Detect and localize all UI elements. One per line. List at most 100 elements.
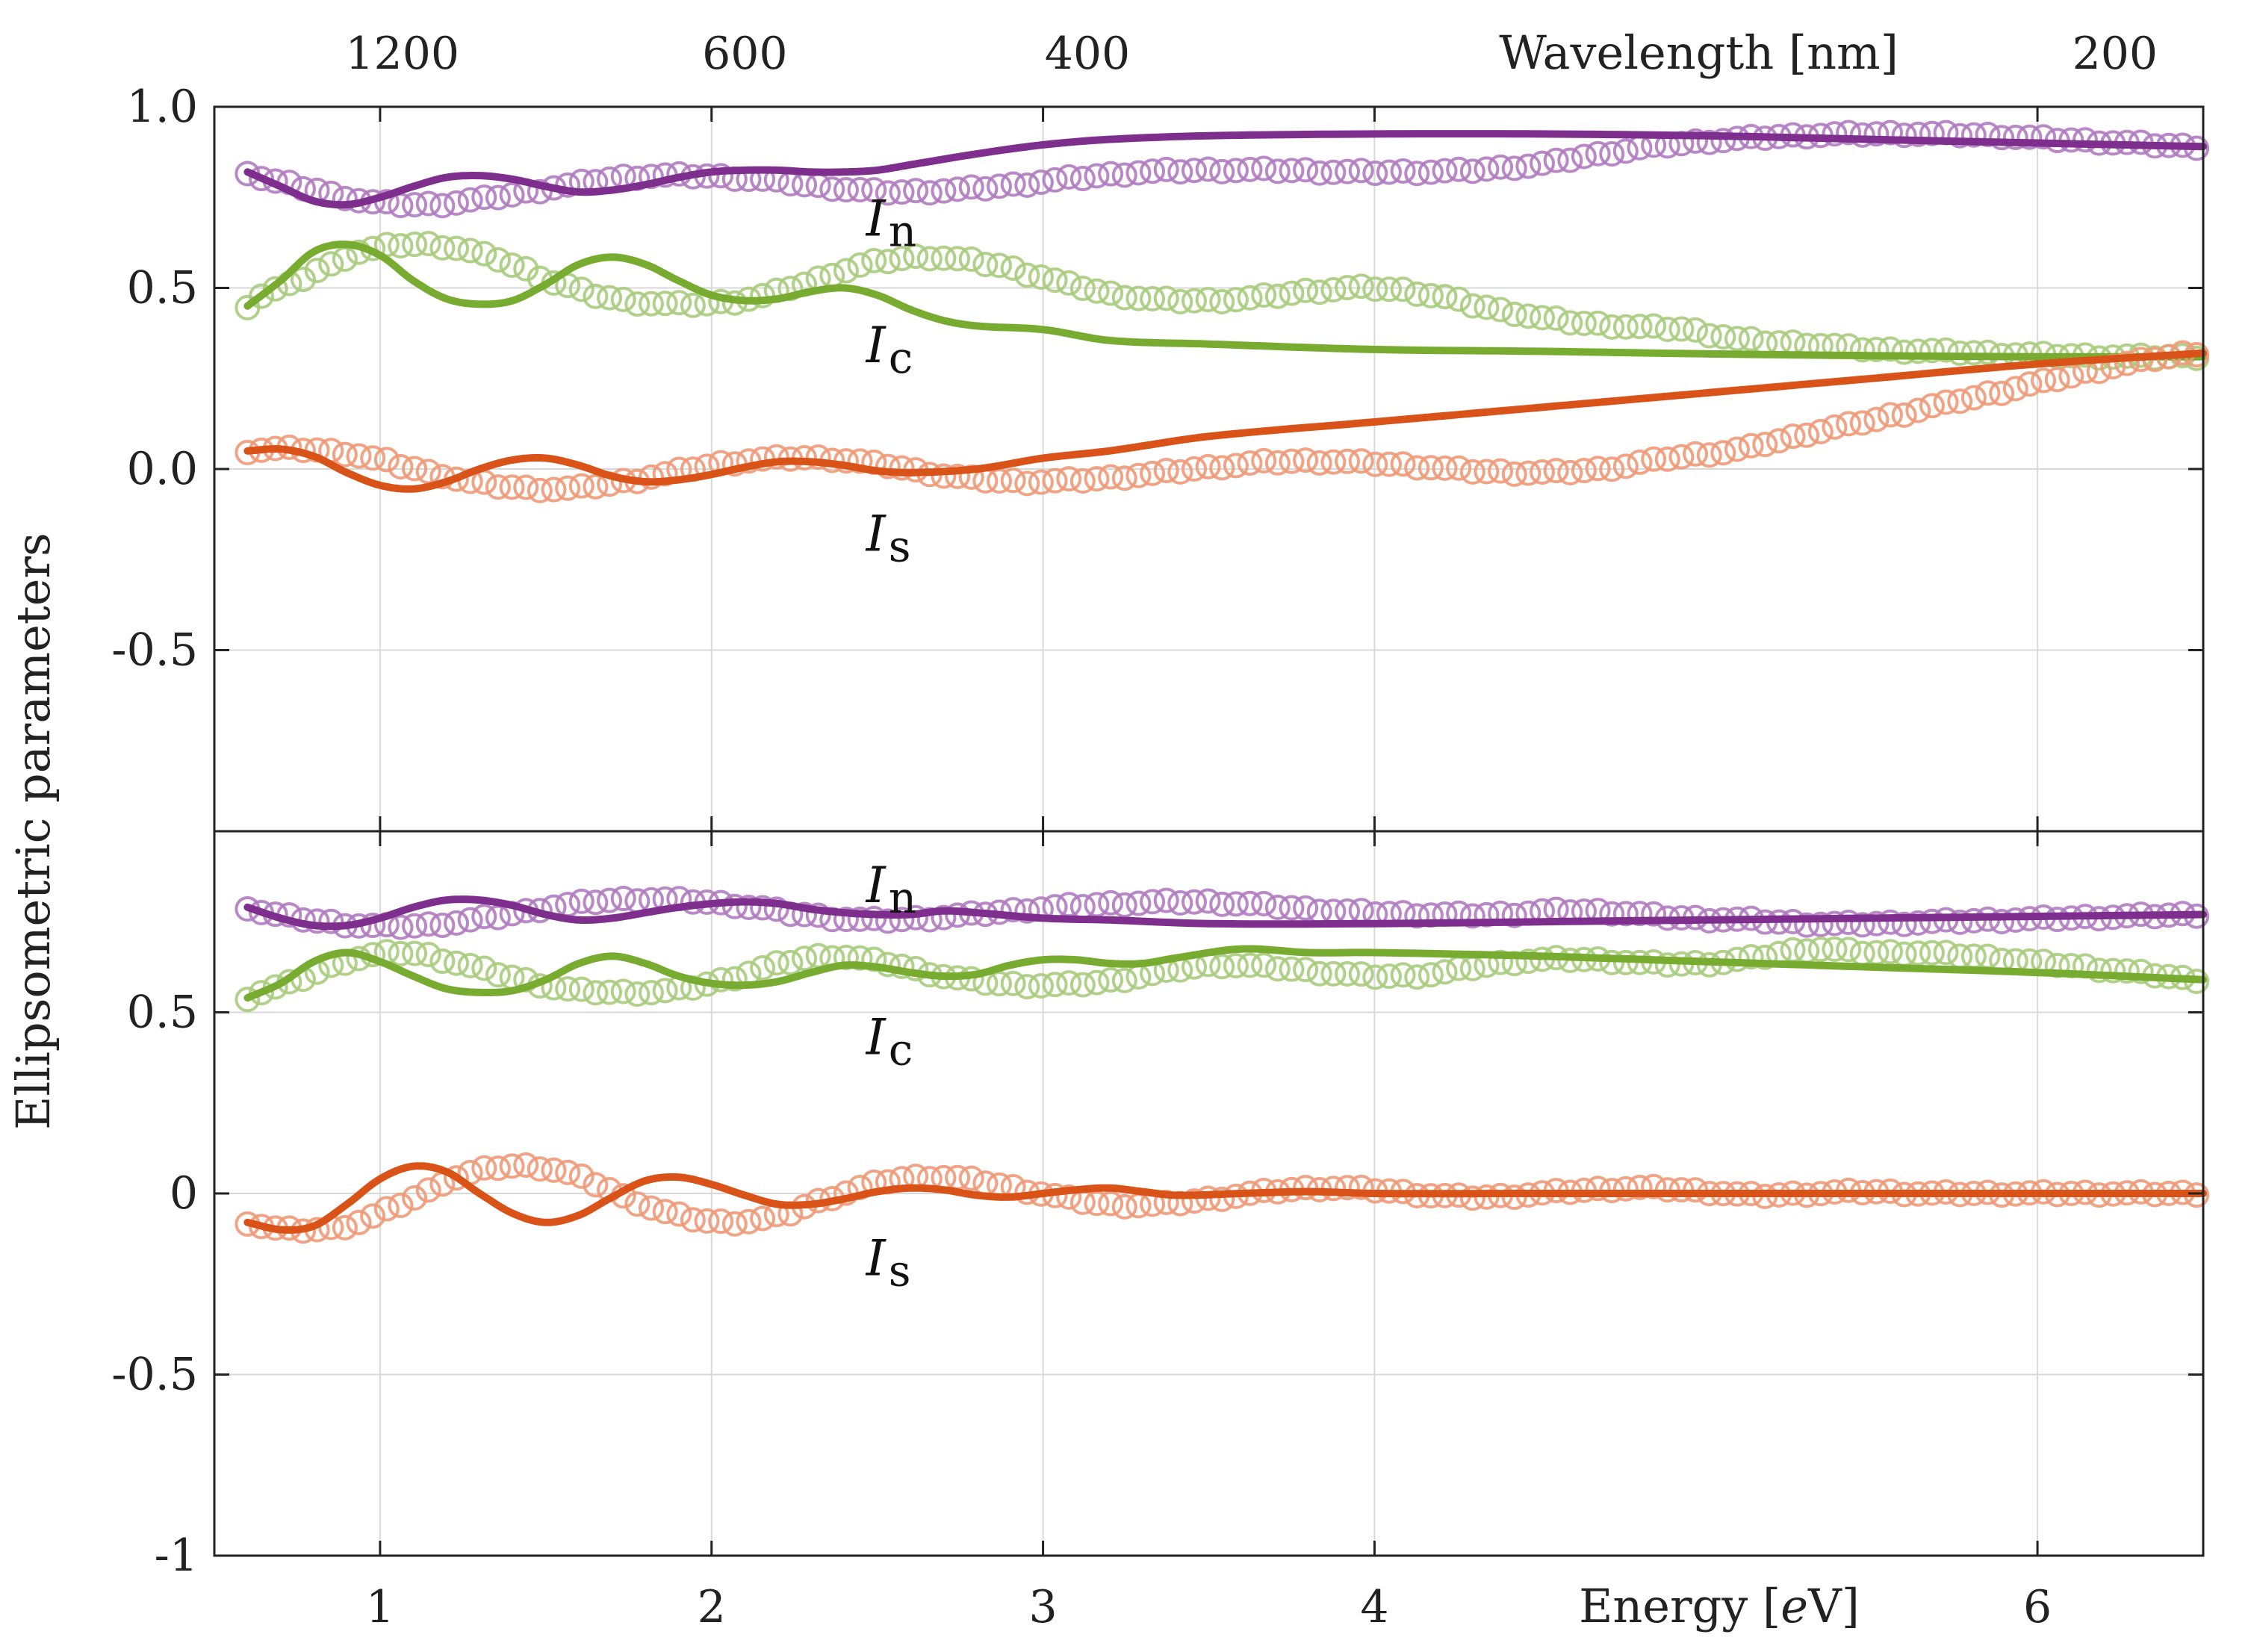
data-point-I_s (1585, 456, 1611, 482)
data-point-I_c (1000, 970, 1026, 996)
data-point-I_s (2002, 376, 2028, 402)
data-point-I_n (1251, 890, 1277, 916)
data-point-I_s (1293, 447, 1319, 473)
data-point-I_s (2016, 371, 2043, 397)
data-point-I_n (1000, 171, 1026, 197)
data-point-I_s (1696, 442, 1722, 468)
data-point-I_s (1738, 432, 1764, 459)
data-point-I_c (1111, 285, 1137, 311)
data-point-I_c (861, 247, 887, 273)
series-label-main: I (866, 505, 887, 562)
data-point-I_s (1641, 1173, 1667, 1199)
data-point-I_n (1696, 129, 1722, 155)
data-point-I_s (360, 1203, 386, 1229)
data-point-I_c (235, 987, 261, 1013)
data-point-I_s (1251, 447, 1277, 473)
data-point-I_s (1989, 380, 2015, 406)
data-point-I_n (429, 193, 456, 219)
data-point-I_n (847, 906, 873, 932)
data-point-I_n (1111, 162, 1137, 188)
data-point-I_c (332, 246, 358, 272)
data-point-I_c (986, 252, 1012, 279)
data-point-I_n (847, 177, 873, 203)
data-point-I_n (1293, 895, 1319, 921)
data-point-I_n (1446, 156, 1472, 182)
data-point-I_s (1919, 393, 1945, 419)
data-point-I_s (694, 1208, 720, 1234)
data-point-I_s (1056, 466, 1082, 492)
data-point-I_c (1209, 954, 1235, 980)
data-point-I_n (1627, 901, 1653, 927)
series-line-I_s (243, 349, 2207, 493)
data-point-I_n (1126, 160, 1152, 186)
data-point-I_n (1264, 158, 1291, 184)
data-point-I_c (1418, 962, 1444, 988)
series-label-main: I (866, 317, 887, 374)
data-point-I_s (1947, 388, 1973, 414)
data-point-I_c (1654, 316, 1680, 342)
data-point-I_n (1571, 143, 1597, 170)
x-axis-title-var: e (1780, 1579, 1808, 1633)
data-point-I_n (1042, 167, 1068, 193)
data-point-I_n (1836, 909, 1862, 935)
data-point-I_c (1905, 338, 1931, 364)
data-point-I_n (1891, 122, 1917, 149)
data-point-I_s (1418, 455, 1444, 481)
data-point-I_c (666, 290, 692, 316)
data-point-I_c (597, 285, 623, 311)
data-point-I_s (1710, 440, 1736, 466)
data-point-I_s (1933, 389, 1959, 415)
data-point-I_n (485, 184, 511, 211)
data-point-I_s (402, 456, 428, 482)
data-point-I_s (1404, 455, 1430, 481)
data-point-I_c (1488, 949, 1514, 975)
data-point-I_s (1612, 1176, 1639, 1202)
data-point-I_c (1641, 313, 1667, 339)
data-point-I_n (875, 908, 901, 934)
data-point-I_n (1014, 172, 1040, 198)
data-point-I_s (1543, 458, 1569, 484)
data-point-I_n (1084, 163, 1110, 189)
data-point-I_c (1056, 970, 1082, 996)
data-point-I_c (945, 246, 971, 272)
data-point-I_c (1181, 288, 1207, 314)
data-point-I_s (1209, 1186, 1235, 1212)
data-point-I_s (402, 1185, 428, 1211)
data-point-I_s (1362, 451, 1388, 477)
data-point-I_n (1849, 122, 1875, 148)
data-point-I_c (1348, 961, 1374, 987)
data-point-I_s (1000, 468, 1026, 494)
data-point-I_s (1654, 446, 1680, 472)
data-point-I_c (2128, 958, 2154, 984)
data-point-I_c (903, 243, 929, 270)
data-point-I_c (1571, 311, 1597, 337)
data-point-I_c (624, 291, 651, 317)
data-point-I_c (1279, 956, 1305, 982)
data-point-I_s (1905, 397, 1931, 423)
data-point-I_n (415, 190, 441, 217)
data-point-I_s (1042, 468, 1068, 494)
data-point-I_c (792, 945, 818, 972)
data-point-I_n (1153, 887, 1179, 913)
data-point-I_s (1111, 465, 1137, 491)
marker-group-I_n (235, 119, 2210, 219)
data-point-I_n (1251, 155, 1277, 181)
x-tick-label: 3 (1028, 1581, 1057, 1633)
data-point-I_c (1014, 262, 1040, 288)
data-point-I_c (889, 246, 915, 272)
series-label-main: I (866, 857, 887, 914)
axes-frame (213, 105, 2205, 1557)
data-point-I_n (903, 178, 929, 204)
data-point-I_c (1237, 952, 1263, 978)
data-point-I_n (610, 886, 636, 912)
data-point-I_c (847, 252, 873, 278)
data-point-I_c (1069, 972, 1096, 998)
data-point-I_n (471, 184, 497, 211)
data-point-I_n (1069, 166, 1096, 192)
data-point-I_s (332, 1214, 358, 1240)
data-point-I_n (415, 911, 441, 937)
data-point-I_s (1181, 456, 1207, 482)
data-point-I_n (1167, 890, 1193, 916)
data-point-I_n (1947, 909, 1973, 935)
